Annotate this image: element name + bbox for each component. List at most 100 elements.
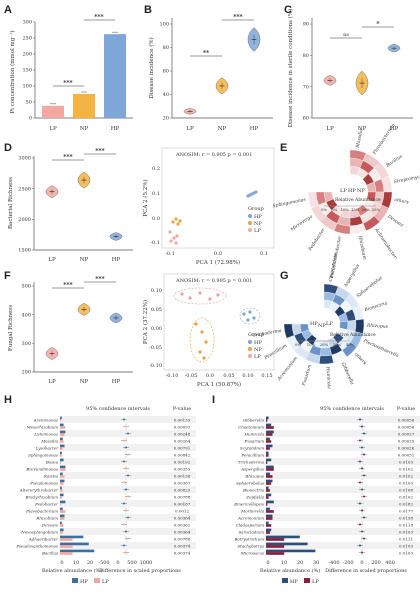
f2-xtick-4: 0.10 [242, 373, 253, 379]
f2-point [252, 316, 256, 320]
h-ci-point [125, 551, 127, 554]
i-x2tick-0: -400 [328, 560, 339, 566]
f2-point [204, 340, 208, 344]
f2-ytick-1: 0.05 [151, 307, 162, 313]
g-ring-segment [319, 354, 334, 365]
h-bar-lp [60, 419, 61, 422]
b-xtick-hp: HP [250, 126, 259, 132]
h-bar-lp [60, 510, 66, 513]
e-taxon-label: Rhizobium [357, 234, 368, 260]
h-bar-hp [60, 430, 66, 434]
i-pvalue: 0.0182 [399, 501, 413, 506]
e-taxon-label: Streptomyces [393, 173, 420, 185]
h-pvalue: 0.00192 [174, 459, 191, 464]
i-bar-hp [266, 528, 272, 532]
a-bar-lp [42, 105, 64, 118]
f-xtick-lp: LP [48, 379, 56, 385]
h-taxon-label: Bradyrhizobium [24, 494, 58, 499]
h-bar-hp [60, 528, 64, 532]
a-xtick-hp: HP [111, 126, 120, 132]
f2-point [216, 293, 220, 297]
h-pvalue: 0.00136 [174, 473, 191, 478]
f-ytick: 200 [21, 370, 31, 376]
i-ci-point [359, 481, 361, 484]
i-xlabel2: Difference in scaled proportions [325, 568, 407, 574]
f-xtick-np: NP [80, 379, 89, 385]
i-taxon-label: Bionectria [242, 487, 265, 492]
i-taxon-label: Stachybotrys [237, 543, 264, 548]
extended-error-bar-bacteria: 95% confidence intervals P-value Arenimo… [15, 406, 196, 585]
d-ytick: 2000 [18, 217, 31, 223]
d2-ytick-2: 0.0 [152, 216, 160, 222]
i-xlabel1: Relative abundance (%) [260, 567, 320, 574]
h-pvalue: 0.00093 [174, 424, 191, 429]
h-ci-point [127, 495, 129, 498]
g-ring-segment [319, 347, 332, 357]
h-bar-hp [60, 549, 95, 553]
h-bar-hp [60, 472, 63, 476]
panel-label-i: I [212, 394, 216, 406]
h-bar-lp [60, 496, 62, 499]
i-taxon-label: Mortierella [240, 508, 265, 513]
h-taxon-label: Bacillus [41, 550, 58, 555]
g-ring-segment [354, 319, 365, 334]
h-bar-hp [60, 500, 66, 504]
h-x2tick-2: 500 [127, 560, 137, 566]
i-bar-hp [266, 514, 273, 518]
c-ytick: 80 [303, 53, 309, 59]
panel-label-e: E [280, 142, 288, 154]
panel-label-a: A [4, 4, 12, 16]
h-bar-hp [60, 542, 89, 546]
g-ring-segment [283, 323, 295, 339]
f2-xtick-5: 0.15 [261, 373, 272, 379]
i-x1tick-2: 20 [297, 560, 303, 566]
h-bar-hp [60, 514, 65, 518]
i-bar-hp [266, 493, 272, 497]
i-taxon-label: Acremonium [237, 515, 264, 520]
a-sig-1: *** [63, 80, 72, 87]
e-taxon-label: Microvirga [289, 213, 314, 233]
i-pvalue: 0.0103 [399, 543, 413, 548]
h-pvalue: 0.0012 [175, 508, 189, 513]
violin-chart-f: 200 300 400 500 Fungal Richness LP NP HP **… [8, 276, 133, 385]
g-center-np: NP [318, 323, 326, 329]
i-bar-lp [266, 433, 273, 436]
panel-label-g: G [280, 270, 289, 282]
h-xlabel2: Difference in scaled proportions [99, 568, 181, 574]
f2-ytick-3: -0.05 [149, 345, 162, 351]
g-taxon-label: Humicola [325, 366, 332, 390]
i-bar-hp [266, 472, 270, 476]
panel-label-d: D [4, 142, 12, 154]
b-ytick: 100 [159, 22, 169, 28]
d-ytick: 2500 [18, 186, 31, 192]
a-ytick: 100 [22, 84, 32, 90]
i-bar-lp [266, 447, 270, 450]
d-xtick-np: NP [80, 257, 89, 263]
h-ci-point [123, 418, 125, 421]
h-bar-hp [60, 437, 63, 441]
a-ytick: 0 [29, 116, 32, 122]
i-taxon-label: Trichoderma [238, 459, 265, 464]
i-legend-lp: LP [312, 579, 319, 585]
h-pvalue: 0.00248 [174, 431, 191, 436]
pca-plot-fungi: ANOSIM: r = 0.995 p = 0.001 0.10 0.05 0.… [142, 273, 275, 388]
i-bar-hp [266, 542, 308, 546]
i-pvalue: 0.0158 [399, 515, 413, 520]
f2-ylabel: PCA 2 (37.22%) [142, 300, 149, 344]
h-ci-point [123, 544, 125, 547]
h-bar-lp [60, 524, 64, 527]
i-bar-lp [266, 545, 285, 548]
d-anosim: ANOSIM: r = 0.905 p = 0.001 [175, 152, 252, 158]
c-ytick: 70 [303, 84, 309, 90]
f2-point [242, 312, 246, 316]
a-bar-hp [104, 34, 126, 118]
panel-f-pca: ANOSIM: r = 0.995 p = 0.001 0.10 0.05 0.… [140, 268, 280, 390]
g-taxon-label: Chaetomium [328, 252, 339, 282]
h-bar-hp [60, 416, 62, 420]
b-ytick: 60 [163, 69, 169, 75]
e-scale-tick: 25% [372, 207, 381, 212]
h-bar-lp [60, 503, 61, 506]
e-center-np: NP [357, 188, 365, 194]
i-pcol: P-value [397, 406, 415, 412]
